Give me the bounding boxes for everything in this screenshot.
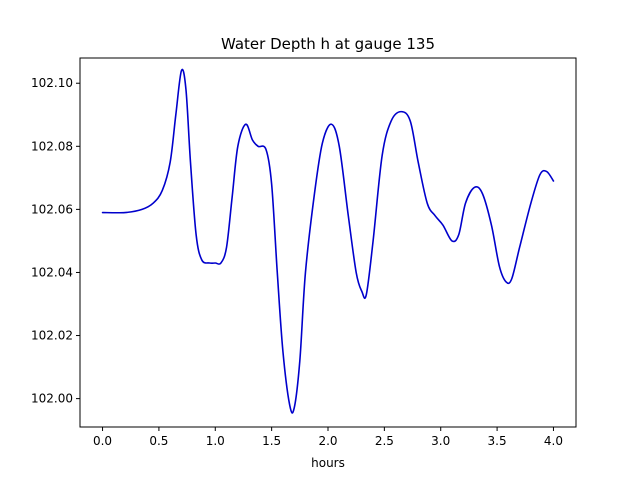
x-tick-label: 3.5 <box>488 434 507 448</box>
y-tick-label: 102.06 <box>31 202 73 216</box>
x-tick-label: 1.5 <box>262 434 281 448</box>
x-tick-label: 3.0 <box>431 434 450 448</box>
x-tick-label: 4.0 <box>544 434 563 448</box>
y-tick-label: 102.10 <box>31 76 73 90</box>
x-tick-label: 2.5 <box>375 434 394 448</box>
x-tick-label: 1.0 <box>206 434 225 448</box>
y-axis: 102.00 102.02 102.04 102.06 102.08 102.10 <box>31 76 80 406</box>
x-tick-label: 0.0 <box>93 434 112 448</box>
x-tick-label: 2.0 <box>318 434 337 448</box>
x-axis: 0.0 0.5 1.0 1.5 2.0 2.5 3.0 3.5 4.0 <box>93 427 563 448</box>
y-tick-label: 102.04 <box>31 265 73 279</box>
y-tick-label: 102.02 <box>31 329 73 343</box>
chart-title: Water Depth h at gauge 135 <box>221 35 435 53</box>
y-tick-label: 102.00 <box>31 392 73 406</box>
y-tick-label: 102.08 <box>31 139 73 153</box>
series-line <box>101 68 555 414</box>
x-tick-label: 0.5 <box>149 434 168 448</box>
x-axis-label: hours <box>311 456 345 470</box>
